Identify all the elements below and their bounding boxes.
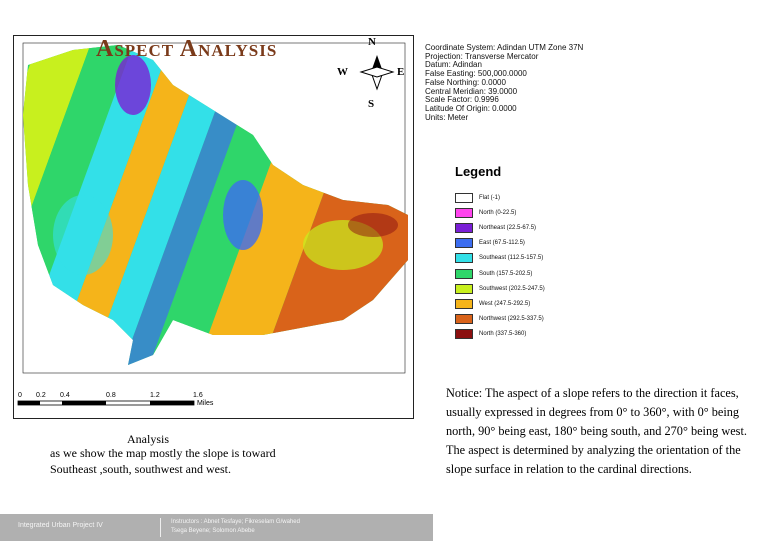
legend-swatch [455, 268, 473, 279]
coordinate-line: Units: Meter [425, 112, 469, 122]
compass-e: E [397, 66, 405, 78]
compass-w: W [337, 66, 348, 78]
coordinate-system: Coordinate System: Adindan UTM Zone 37N P… [425, 43, 584, 122]
footer-instructors: Tsega Beyene; Solomon Abebe [171, 528, 255, 534]
legend-swatch [455, 192, 473, 203]
coordinate-line: Central Meridian: 39.0000 [425, 86, 518, 96]
legend-swatch [455, 314, 473, 325]
scale-label: 0.2 [36, 392, 46, 399]
legend: Flat (-1) North (0-22.5) Northeast (22.5-6… [455, 190, 545, 342]
legend-label: Southeast (112.5-157.5) [479, 255, 544, 262]
coordinate-line: Datum: Adindan [425, 60, 482, 70]
coordinate-line: Coordinate System: Adindan UTM Zone 37N [425, 43, 584, 52]
legend-label: East (67.5-112.5) [479, 240, 525, 247]
legend-item: Southeast (112.5-157.5) [455, 251, 545, 266]
legend-item: East (67.5-112.5) [455, 236, 545, 251]
legend-label: South (157.5-202.5) [479, 270, 533, 277]
legend-item: South (157.5-202.5) [455, 266, 545, 281]
map-frame [13, 35, 414, 419]
footer-divider [160, 518, 161, 537]
scale-label: 1.6 [193, 392, 203, 399]
legend-item: West (247.5-292.5) [455, 296, 545, 311]
map-title: Aspect Analysis [96, 36, 278, 62]
compass-s: S [368, 98, 375, 110]
analysis-text: as we show the map mostly the slope is t… [50, 446, 276, 476]
legend-label: West (247.5-292.5) [479, 300, 531, 307]
coordinate-line: Scale Factor: 0.9996 [425, 95, 499, 105]
legend-swatch [455, 207, 473, 218]
legend-item: Southwest (202.5-247.5) [455, 281, 545, 296]
legend-swatch [455, 283, 473, 294]
analysis-heading: Analysis [127, 432, 169, 446]
legend-label: Northwest (292.5-337.5) [479, 316, 544, 323]
scale-unit: Miles [197, 400, 214, 407]
legend-item: Northeast (22.5-67.5) [455, 220, 545, 235]
coordinate-line: Latitude Of Origin: 0.0000 [425, 103, 517, 113]
legend-item: North (337.5-360) [455, 327, 545, 342]
footer-project: Integrated Urban Project IV [18, 522, 103, 529]
legend-swatch [455, 329, 473, 340]
coordinate-line: False Easting: 500,000.0000 [425, 69, 527, 79]
scale-label: 1.2 [150, 392, 160, 399]
legend-label: North (337.5-360) [479, 331, 527, 338]
legend-label: Northeast (22.5-67.5) [479, 224, 537, 231]
legend-item: North (0-22.5) [455, 205, 545, 220]
legend-label: Southwest (202.5-247.5) [479, 285, 545, 292]
coordinate-line: Projection: Transverse Mercator [425, 51, 539, 61]
legend-label: Flat (-1) [479, 194, 500, 201]
compass [359, 55, 395, 91]
legend-swatch [455, 238, 473, 249]
legend-swatch [455, 298, 473, 309]
legend-label: North (0-22.5) [479, 209, 517, 216]
legend-swatch [455, 253, 473, 264]
scale-label: 0 [18, 392, 22, 399]
scale-label: 0.8 [106, 392, 116, 399]
legend-item: Northwest (292.5-337.5) [455, 312, 545, 327]
legend-title: Legend [455, 164, 502, 179]
scale-bar [17, 400, 195, 406]
legend-swatch [455, 222, 473, 233]
notice: Notice: The aspect of a slope refers to … [446, 386, 747, 476]
coordinate-line: False Northing: 0.0000 [425, 77, 506, 87]
footer: Integrated Urban Project IV Instructors … [0, 514, 433, 541]
legend-item: Flat (-1) [455, 190, 545, 205]
compass-n: N [368, 36, 376, 48]
scale-label: 0.4 [60, 392, 70, 399]
footer-instructors: Instructors : Abnet Tesfaye; Fikreselam … [171, 519, 300, 525]
